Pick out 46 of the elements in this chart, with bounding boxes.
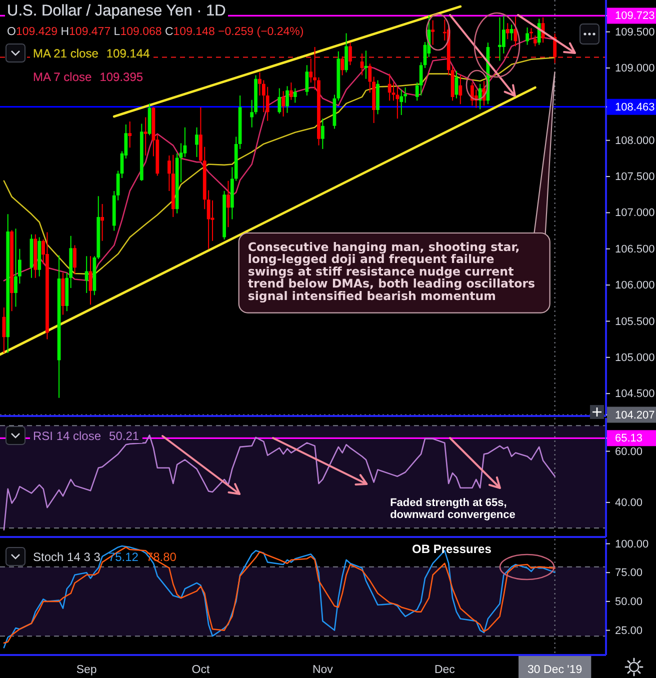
candlestick [144, 117, 148, 156]
candlestick [400, 90, 404, 116]
y-tick-label: 108.000 [615, 134, 655, 147]
y-tick-label: 105.500 [615, 316, 655, 328]
x-tick-label: Sep [76, 664, 97, 676]
annotation: Faded strength at 65s, downward convergence [390, 496, 516, 521]
y-tick-label: 109.723 [615, 10, 655, 22]
text: MA 21 close [33, 46, 99, 60]
y-tick-label: 109.000 [615, 62, 655, 75]
y-tick-label: 104.500 [615, 388, 655, 400]
candlestick [100, 204, 104, 241]
y-tick-label: 106.000 [615, 280, 655, 292]
x-tick-label: Dec [434, 664, 456, 676]
candlestick [498, 17, 502, 61]
y-tick-label: 40.00 [615, 496, 643, 509]
y-tick-label: 25.00 [615, 624, 643, 637]
y-tick-label: 50.00 [615, 596, 643, 608]
annotation: 50.21 [109, 429, 140, 443]
x-tick-label: 30 Dec '19 [528, 664, 582, 676]
y-tick-label: 75.00 [615, 567, 643, 580]
y-tick-label: 100.00 [615, 538, 649, 550]
annotation: 75.12 [108, 550, 139, 564]
text: O109.429 H109.477 L109.068 C109.148 −0.259 (−0.24%) [7, 26, 304, 38]
annotation: Consecutive hanging man, shooting star, long-legged doji and frequent failure swings at stiff resistance nudge current trend below DMAs, both leading oscillators signal intensified bearish momentum [248, 240, 536, 303]
text: Stoch 14 3 3 [33, 550, 101, 564]
y-tick-label: 105.000 [615, 352, 655, 364]
candlestick [364, 50, 368, 79]
y-tick-label: 109.500 [615, 26, 655, 38]
y-tick-label: 60.00 [615, 446, 643, 458]
x-tick-label: Oct [192, 664, 210, 676]
annotation: OB Pressures [412, 542, 492, 556]
annotation: 109.144 [106, 46, 150, 60]
series-label: RSI 14 close [33, 429, 102, 443]
y-tick-label: 65.13 [615, 432, 643, 445]
y-tick-label: 108.463 [615, 101, 655, 114]
y-tick-label: 107.000 [615, 207, 655, 220]
y-tick-label: 106.500 [615, 243, 655, 256]
annotation: 109.395 [100, 70, 144, 84]
candlestick [530, 28, 533, 40]
x-tick-label: Nov [312, 664, 334, 676]
y-tick-label: 104.207 [615, 409, 655, 422]
candlestick [431, 20, 435, 45]
text: MA 7 close [33, 70, 92, 84]
candlestick [128, 122, 132, 148]
chart-title: U.S. Dollar / Japanese Yen · 1D [7, 2, 226, 20]
y-tick-label: 107.500 [615, 171, 655, 184]
